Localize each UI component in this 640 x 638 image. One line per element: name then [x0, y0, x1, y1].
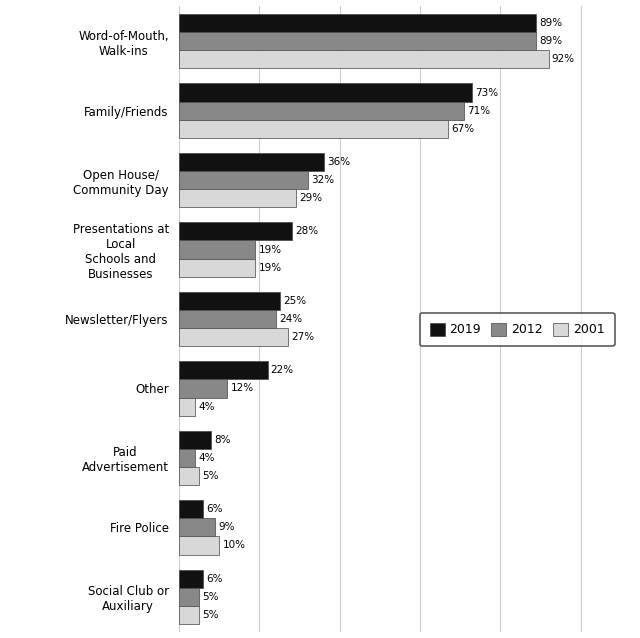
Bar [179, 171, 308, 189]
Text: 29%: 29% [299, 193, 322, 203]
Legend: 2019, 2012, 2001: 2019, 2012, 2001 [420, 313, 614, 346]
Text: 4%: 4% [198, 453, 215, 463]
Bar [179, 292, 280, 310]
Bar [179, 328, 287, 346]
Text: 89%: 89% [540, 36, 563, 46]
Bar [179, 84, 472, 101]
Text: 9%: 9% [218, 523, 235, 533]
Bar [179, 258, 255, 277]
Bar [179, 588, 199, 606]
Text: 25%: 25% [283, 296, 306, 306]
Bar [179, 223, 292, 241]
Text: 71%: 71% [467, 105, 491, 115]
Text: 67%: 67% [451, 124, 474, 133]
Bar [179, 14, 536, 32]
Text: 6%: 6% [207, 505, 223, 514]
Text: 22%: 22% [271, 366, 294, 375]
Text: 6%: 6% [207, 574, 223, 584]
Text: 8%: 8% [214, 435, 231, 445]
Text: 5%: 5% [202, 592, 219, 602]
Bar [179, 101, 464, 119]
Text: 10%: 10% [223, 540, 246, 551]
Bar [179, 361, 268, 380]
Bar [179, 189, 296, 207]
Bar [179, 397, 195, 415]
Bar [179, 32, 536, 50]
Bar [179, 241, 255, 258]
Text: 73%: 73% [476, 87, 499, 98]
Bar [179, 310, 276, 328]
Text: 12%: 12% [230, 383, 253, 394]
Text: 24%: 24% [279, 314, 302, 324]
Bar [179, 50, 548, 68]
Bar [179, 449, 195, 467]
Text: 27%: 27% [291, 332, 314, 342]
Bar [179, 570, 204, 588]
Bar [179, 431, 211, 449]
Bar [179, 500, 204, 519]
Bar [179, 467, 199, 485]
Text: 5%: 5% [202, 610, 219, 620]
Bar [179, 537, 220, 554]
Bar [179, 153, 324, 171]
Bar [179, 519, 215, 537]
Bar [179, 606, 199, 624]
Text: 28%: 28% [295, 226, 318, 237]
Text: 4%: 4% [198, 401, 215, 412]
Text: 32%: 32% [311, 175, 334, 185]
Text: 89%: 89% [540, 18, 563, 28]
Text: 5%: 5% [202, 471, 219, 481]
Text: 92%: 92% [552, 54, 575, 64]
Text: 19%: 19% [259, 263, 282, 272]
Text: 19%: 19% [259, 244, 282, 255]
Bar [179, 380, 227, 397]
Bar [179, 119, 448, 138]
Text: 36%: 36% [327, 157, 350, 167]
